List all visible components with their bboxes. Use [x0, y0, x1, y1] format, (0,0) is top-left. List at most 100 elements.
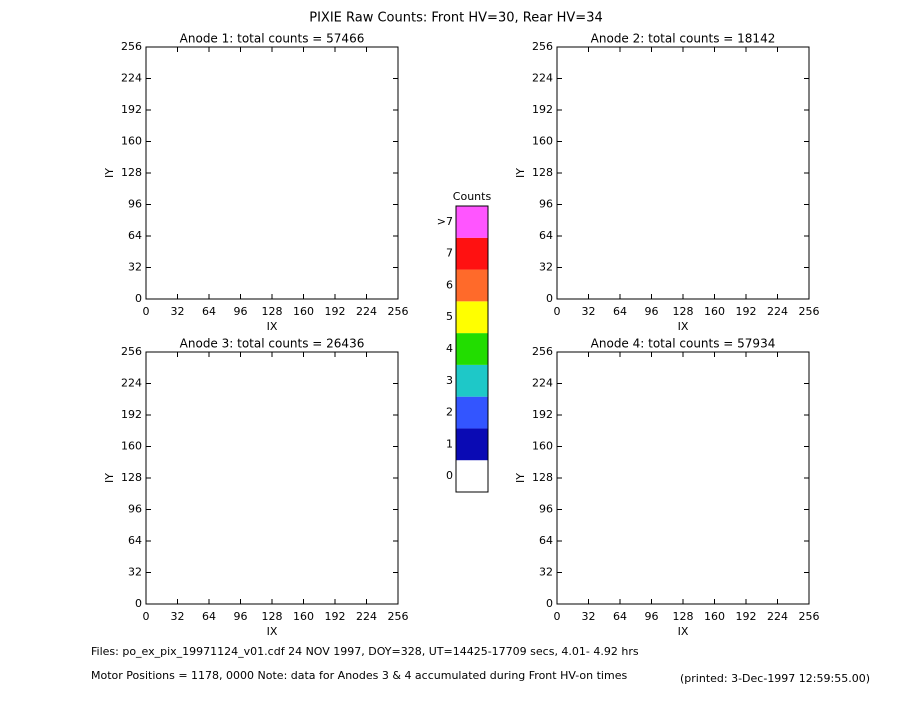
colorbar-label: 5: [446, 310, 453, 323]
x-tick-label: 160: [293, 305, 314, 318]
y-tick-label: 192: [121, 103, 142, 116]
x-tick-label: 224: [767, 305, 788, 318]
colorbar-label: 1: [446, 437, 453, 450]
x-axis-label: IX: [678, 625, 689, 638]
x-tick-label: 0: [143, 610, 150, 623]
x-tick-label: 160: [704, 305, 725, 318]
x-tick-label: 192: [325, 305, 346, 318]
y-tick-label: 96: [539, 198, 553, 211]
x-tick-label: 32: [582, 610, 596, 623]
y-tick-label: 192: [532, 408, 553, 421]
colorbar-label: 2: [446, 406, 453, 419]
x-tick-label: 224: [767, 610, 788, 623]
y-tick-label: 256: [121, 345, 142, 358]
y-tick-label: 64: [539, 534, 553, 547]
x-tick-label: 96: [234, 610, 248, 623]
x-tick-label: 64: [613, 610, 627, 623]
colorbar-swatch: [456, 206, 488, 238]
x-tick-label: 224: [356, 610, 377, 623]
colorbar-label: 3: [446, 374, 453, 387]
colorbar-label: 7: [446, 247, 453, 260]
y-tick-label: 128: [121, 166, 142, 179]
colorbar-swatch: [456, 237, 488, 270]
x-tick-label: 96: [645, 305, 659, 318]
x-tick-label: 96: [645, 610, 659, 623]
x-tick-label: 224: [356, 305, 377, 318]
x-axis-label: IX: [678, 320, 689, 333]
x-tick-label: 192: [736, 305, 757, 318]
y-tick-label: 256: [121, 40, 142, 53]
y-tick-label: 0: [546, 597, 553, 610]
colorbar-swatch: [456, 333, 488, 365]
x-tick-label: 0: [143, 305, 150, 318]
x-tick-label: 128: [673, 610, 694, 623]
y-tick-label: 32: [539, 566, 553, 579]
x-tick-label: 32: [171, 610, 185, 623]
colorbar-label: 0: [446, 469, 453, 482]
x-tick-label: 192: [736, 610, 757, 623]
y-tick-label: 32: [128, 261, 142, 274]
x-tick-label: 192: [325, 610, 346, 623]
y-tick-label: 96: [539, 503, 553, 516]
y-tick-label: 0: [135, 597, 142, 610]
x-tick-label: 128: [673, 305, 694, 318]
y-tick-label: 32: [128, 566, 142, 579]
x-tick-label: 96: [234, 305, 248, 318]
x-tick-label: 256: [388, 305, 409, 318]
x-tick-label: 64: [202, 610, 216, 623]
colorbar-frame: [455, 205, 489, 493]
y-tick-label: 0: [546, 292, 553, 305]
x-tick-label: 0: [554, 305, 561, 318]
y-axis-label: IY: [103, 168, 116, 178]
x-tick-label: 160: [704, 610, 725, 623]
y-tick-label: 256: [532, 40, 553, 53]
y-tick-label: 224: [121, 377, 142, 390]
plot-frame: [556, 46, 810, 300]
x-tick-label: 256: [799, 305, 820, 318]
plot-frame: [145, 351, 399, 605]
x-axis-label: IX: [267, 320, 278, 333]
colorbar-label: 6: [446, 278, 453, 291]
y-tick-label: 256: [532, 345, 553, 358]
plot-frame: [145, 46, 399, 300]
y-tick-label: 96: [128, 198, 142, 211]
panel-title: Anode 4: total counts = 57934: [591, 337, 776, 351]
panel-title: Anode 2: total counts = 18142: [591, 32, 776, 46]
x-axis-label: IX: [267, 625, 278, 638]
y-tick-label: 32: [539, 261, 553, 274]
x-tick-label: 128: [262, 610, 283, 623]
y-tick-label: 64: [128, 229, 142, 242]
footer-motor: Motor Positions = 1178, 0000 Note: data …: [91, 669, 627, 682]
y-axis-label: IY: [514, 168, 527, 178]
y-tick-label: 224: [532, 377, 553, 390]
colorbar-swatch: [456, 301, 488, 334]
y-tick-label: 128: [121, 471, 142, 484]
y-tick-label: 160: [532, 440, 553, 453]
x-tick-label: 64: [613, 305, 627, 318]
panel-title: Anode 3: total counts = 26436: [180, 337, 365, 351]
y-tick-label: 224: [121, 72, 142, 85]
x-tick-label: 32: [582, 305, 596, 318]
y-tick-label: 0: [135, 292, 142, 305]
x-tick-label: 256: [799, 610, 820, 623]
y-tick-label: 224: [532, 72, 553, 85]
y-tick-label: 160: [121, 440, 142, 453]
colorbar-label: 4: [446, 342, 453, 355]
x-tick-label: 160: [293, 610, 314, 623]
panel-title: Anode 1: total counts = 57466: [180, 32, 365, 46]
colorbar-label: >7: [437, 215, 453, 228]
colorbar-swatch: [456, 460, 488, 492]
footer-printed: (printed: 3-Dec-1997 12:59:55.00): [680, 672, 870, 685]
y-tick-label: 192: [532, 103, 553, 116]
y-tick-label: 128: [532, 166, 553, 179]
y-tick-label: 160: [532, 135, 553, 148]
y-tick-label: 160: [121, 135, 142, 148]
colorbar-swatch: [456, 396, 488, 429]
colorbar-title: Counts: [453, 190, 492, 203]
y-tick-label: 96: [128, 503, 142, 516]
colorbar-swatch: [456, 269, 488, 302]
figure-title: PIXIE Raw Counts: Front HV=30, Rear HV=3…: [309, 11, 603, 26]
x-tick-label: 128: [262, 305, 283, 318]
x-tick-label: 64: [202, 305, 216, 318]
